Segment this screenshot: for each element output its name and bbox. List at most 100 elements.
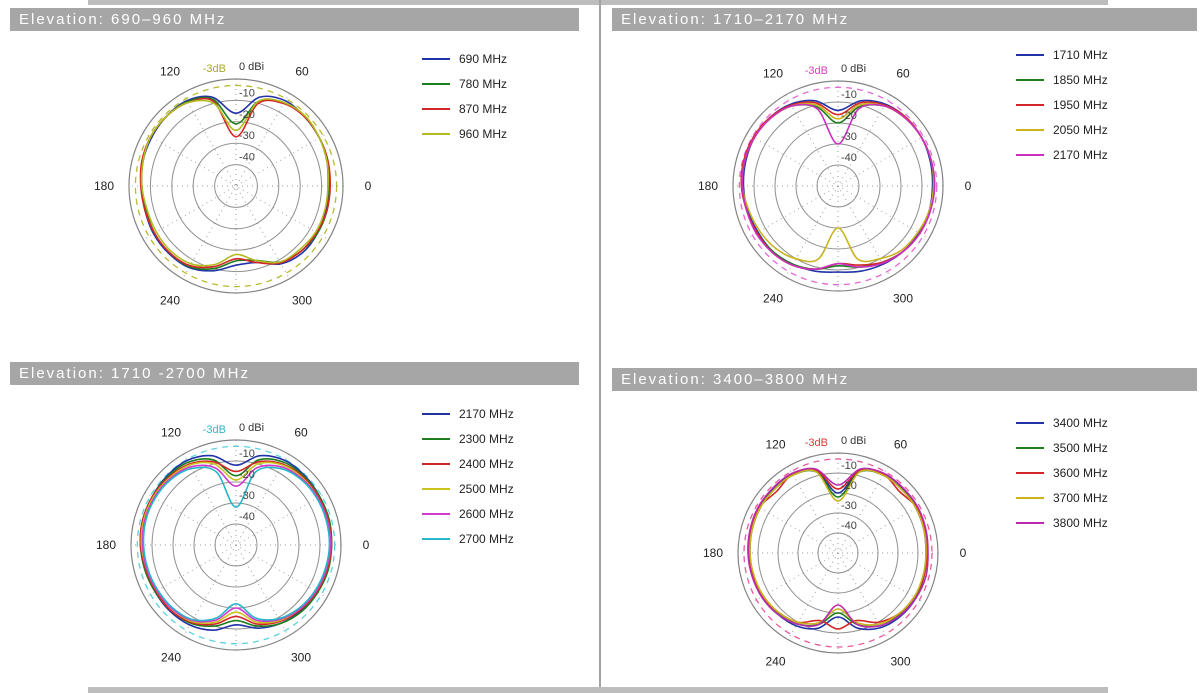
grid-ring	[171, 121, 301, 251]
angle-tick-label: 0	[965, 179, 972, 193]
r-tick-label: -10	[841, 89, 857, 101]
legend-swatch	[1016, 471, 1044, 474]
legend: 3400 MHz 3500 MHz 3600 MHz 3700 MHz 3800 MHz	[1016, 416, 1108, 541]
legend-label: 870 MHz	[459, 101, 508, 116]
angle-tick-label: 0	[365, 179, 372, 193]
outer-ring	[732, 80, 944, 292]
legend-swatch	[422, 437, 450, 440]
grid-spoke	[143, 132, 329, 240]
angle-tick-label: 300	[890, 654, 910, 668]
legend-label: 3700 MHz	[1053, 490, 1108, 505]
angle-tick-label: 60	[295, 65, 309, 79]
legend-label: 1710 MHz	[1053, 47, 1108, 62]
legend-swatch	[422, 487, 450, 490]
ref-circle-label: -3dB	[203, 63, 226, 75]
legend-item-2400-mhz: 2400 MHz	[422, 457, 514, 471]
legend-label: 3500 MHz	[1053, 440, 1108, 455]
legend-label: 3400 MHz	[1053, 415, 1108, 430]
angle-tick-label: 120	[765, 438, 785, 452]
chart-title-bar: Elevation: 3400–3800 MHz	[612, 368, 1197, 391]
legend-item-2170-mhz: 2170 MHz	[422, 406, 514, 421]
vertical-divider	[599, 0, 601, 693]
angle-tick-label: 240	[161, 651, 181, 665]
legend-swatch	[422, 132, 450, 135]
legend-swatch	[422, 462, 450, 465]
r-tick-label: -20	[239, 109, 255, 121]
legend-item-3600-mhz: 3600 MHz	[1016, 465, 1108, 480]
legend-label: 1850 MHz	[1053, 72, 1108, 87]
angle-tick-label: 120	[160, 65, 180, 79]
legend-item-3400-mhz: 3400 MHz	[1016, 415, 1108, 430]
r-tick-label: -30	[841, 131, 857, 143]
angle-tick-label: 60	[294, 425, 308, 439]
grid-ring	[214, 523, 258, 567]
series-curve-3800-mhz	[747, 467, 929, 628]
chart-panel-1710-2700: 0 60 120 180 240 300 0 dBi -10 -20 -30 -40 -3dB Ele…	[0, 346, 600, 693]
ref-circle-label: -3dB	[805, 437, 828, 449]
top-edge-strip	[88, 0, 1108, 5]
legend-label: 1950 MHz	[1053, 97, 1108, 112]
grid-ring	[151, 460, 321, 630]
r-tick-label: -10	[239, 87, 255, 99]
ref-circle-label: -3dB	[805, 65, 828, 77]
chart-title: Elevation: 690–960 MHz	[19, 11, 227, 28]
series-curve-2300-mhz	[139, 458, 333, 628]
legend-label: 2700 MHz	[459, 531, 514, 546]
r-tick-label: -40	[239, 152, 255, 164]
grid-spoke	[143, 132, 329, 240]
polar-plot-1710-2170: 0 60 120 180 240 300 0 dBi -10 -20 -30 -40 -3dB	[698, 63, 972, 306]
grid-ring	[193, 502, 279, 588]
legend-swatch	[422, 107, 450, 110]
r-tick-label: -10	[239, 448, 255, 460]
r-tick-label: -10	[841, 460, 857, 472]
legend-swatch	[422, 57, 450, 60]
legend-swatch	[422, 537, 450, 540]
legend-item-2600-mhz: 2600 MHz	[422, 506, 514, 521]
r-tick-label: -40	[239, 511, 255, 523]
legend-swatch	[1016, 128, 1044, 131]
chart-title: Elevation: 1710 -2700 MHz	[19, 365, 250, 382]
legend-item-2700-mhz: 2700 MHz	[422, 531, 514, 546]
legend-swatch	[422, 512, 450, 515]
grid-spoke	[746, 133, 930, 239]
chart-panel-690-960: 0 60 120 180 240 300 0 dBi -10 -20 -30 -40 -3dB Ele…	[0, 0, 600, 346]
chart-title: Elevation: 1710–2170 MHz	[621, 11, 850, 28]
legend-swatch	[1016, 496, 1044, 499]
legend-swatch	[1016, 153, 1044, 156]
series-curve-870-mhz	[139, 97, 332, 269]
grid-spoke	[182, 93, 290, 279]
legend-label: 690 MHz	[459, 51, 508, 66]
outer-ring	[737, 452, 939, 654]
grid-ring	[192, 142, 280, 230]
legend-label: 3600 MHz	[1053, 465, 1108, 480]
ref-circle-minus3db	[134, 84, 338, 288]
ref-circle-minus3db	[136, 445, 336, 645]
grid-ring	[797, 512, 879, 594]
series-curve-2500-mhz	[140, 461, 332, 624]
legend-item-2050-mhz: 2050 MHz	[1016, 123, 1108, 137]
series-curve-2700-mhz	[142, 466, 331, 622]
series-curve-3600-mhz	[748, 468, 928, 630]
r-axis-unit-label: 0 dBi	[841, 435, 866, 447]
angle-tick-label: 300	[291, 651, 311, 665]
r-tick-label: -40	[841, 152, 857, 164]
grid-ring	[149, 99, 323, 273]
legend-label: 2170 MHz	[459, 406, 514, 421]
legend-item-1710-mhz: 1710 MHz	[1016, 47, 1108, 62]
legend-label: 2170 MHz	[1053, 147, 1108, 162]
legend-item-690-mhz: 690 MHz	[422, 51, 508, 66]
grid-spoke	[182, 93, 290, 279]
series-curve-2050-mhz	[741, 102, 935, 263]
legend-item-3700-mhz: 3700 MHz	[1016, 490, 1108, 505]
legend-label: 2600 MHz	[459, 506, 514, 521]
legend-swatch	[1016, 53, 1044, 56]
r-tick-label: -40	[841, 520, 857, 532]
legend-swatch	[1016, 103, 1044, 106]
series-curve-2170-mhz	[741, 103, 936, 271]
grid-ring	[817, 532, 859, 574]
legend-swatch	[1016, 421, 1044, 424]
grid-ring	[757, 472, 919, 634]
legend-swatch	[1016, 521, 1044, 524]
grid-ring	[816, 164, 860, 208]
